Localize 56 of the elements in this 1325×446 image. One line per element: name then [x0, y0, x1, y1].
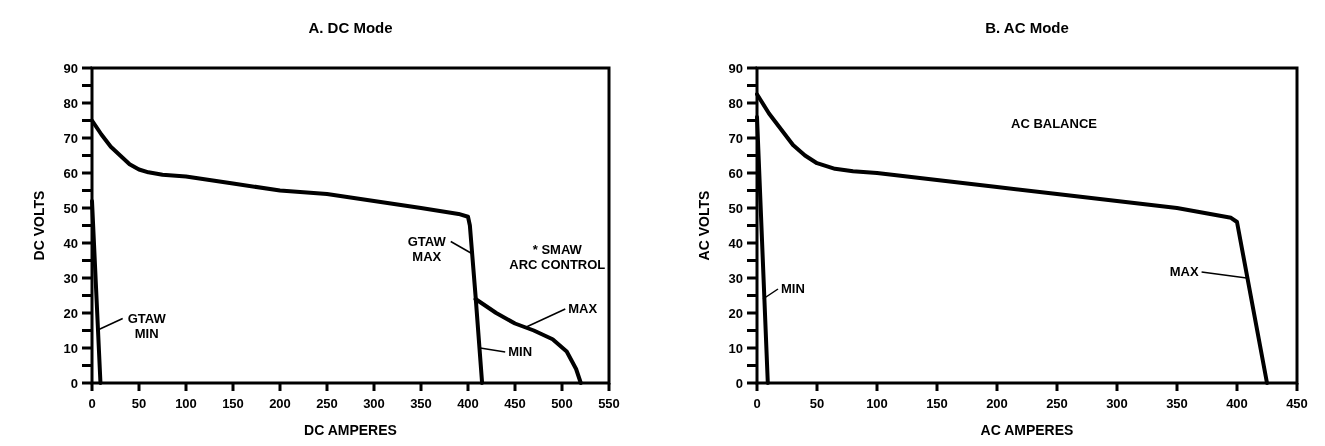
chart-title: B. AC Mode — [985, 19, 1069, 36]
y-tick-label: 10 — [728, 341, 743, 356]
annotation: GTAW MIN — [127, 310, 167, 341]
x-tick-label: 100 — [175, 396, 197, 411]
x-tick-label: 450 — [504, 396, 526, 411]
annotation: MIN — [781, 281, 805, 296]
x-tick-label: 300 — [1106, 396, 1128, 411]
y-tick-label: 30 — [63, 271, 78, 286]
y-tick-label: 10 — [63, 341, 78, 356]
y-tick-label: 80 — [63, 96, 78, 111]
y-tick-label: 30 — [728, 271, 743, 286]
y-tick-label: 0 — [735, 376, 743, 391]
x-tick-label: 450 — [1286, 396, 1308, 411]
x-tick-label: 350 — [1166, 396, 1188, 411]
x-tick-label: 150 — [222, 396, 244, 411]
x-tick-label: 400 — [457, 396, 479, 411]
y-tick-label: 50 — [63, 201, 78, 216]
y-tick-label: 70 — [63, 131, 78, 146]
y-tick-label: 60 — [63, 166, 78, 181]
y-tick-label: 0 — [70, 376, 78, 391]
x-tick-label: 200 — [269, 396, 291, 411]
x-tick-label: 400 — [1226, 396, 1248, 411]
x-tick-label: 0 — [753, 396, 761, 411]
y-tick-label: 40 — [63, 236, 78, 251]
x-tick-label: 300 — [363, 396, 385, 411]
x-tick-label: 100 — [866, 396, 888, 411]
x-axis-title: AC AMPERES — [980, 422, 1074, 438]
chart-title: A. DC Mode — [308, 19, 393, 36]
y-tick-label: 80 — [728, 96, 743, 111]
x-tick-label: 250 — [1046, 396, 1068, 411]
x-tick-label: 500 — [551, 396, 573, 411]
y-tick-label: 20 — [63, 306, 78, 321]
annotation: MIN — [508, 344, 533, 359]
y-tick-label: 90 — [728, 61, 743, 76]
y-tick-label: 70 — [728, 131, 743, 146]
x-tick-label: 350 — [410, 396, 432, 411]
y-tick-label: 90 — [63, 61, 78, 76]
x-tick-label: 0 — [88, 396, 96, 411]
y-axis-title: AC VOLTS — [696, 190, 712, 261]
y-tick-label: 20 — [728, 306, 743, 321]
annotation: MAX — [1169, 264, 1199, 279]
y-tick-label: 50 — [728, 201, 743, 216]
x-tick-label: 200 — [986, 396, 1008, 411]
x-tick-label: 550 — [598, 396, 620, 411]
annotation: AC BALANCE — [1011, 115, 1098, 131]
x-tick-label: 50 — [809, 396, 825, 411]
x-axis-title: DC AMPERES — [304, 422, 397, 438]
y-axis-title: DC VOLTS — [31, 190, 47, 261]
y-tick-label: 60 — [728, 166, 743, 181]
y-tick-label: 40 — [728, 236, 743, 251]
annotation: MAX — [568, 301, 598, 316]
x-tick-label: 250 — [316, 396, 338, 411]
x-tick-label: 150 — [926, 396, 948, 411]
annotation: * SMAW ARC CONTROL — [509, 241, 606, 272]
annotation: GTAW MAX — [407, 233, 447, 264]
x-tick-label: 50 — [131, 396, 147, 411]
